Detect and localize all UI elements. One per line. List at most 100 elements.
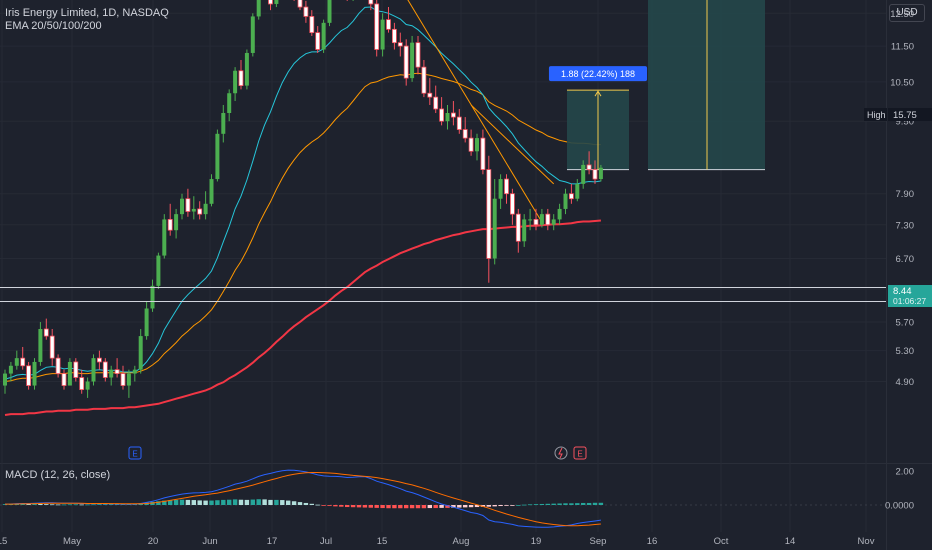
candle-body (197, 208, 203, 215)
macd-histogram-bar (303, 502, 309, 505)
macd-histogram-bar (38, 503, 43, 505)
candle-body (79, 377, 85, 391)
macd-histogram-bar (32, 503, 37, 505)
macd-histogram-bar (522, 504, 527, 506)
macd-indicator-label[interactable]: MACD (12, 26, close) (5, 469, 111, 481)
price-tick-label: 12.50 (890, 9, 914, 20)
earnings-icon[interactable] (128, 446, 142, 460)
position-arrow-head (594, 90, 602, 97)
time-tick-label: 19 (531, 536, 542, 547)
trendline[interactable] (470, 104, 555, 185)
macd-histogram-bar (103, 504, 108, 505)
candle-body (43, 328, 49, 337)
horizontal-lines[interactable] (0, 287, 886, 302)
macd-histogram-bar (356, 505, 362, 508)
macd-histogram-bar (586, 502, 592, 505)
macd-tick-label: 2.00 (896, 467, 915, 478)
macd-histogram-bar (215, 500, 220, 505)
macd-histogram-bar (286, 500, 291, 505)
macd-histogram-bar (333, 505, 338, 507)
macd-signal-line (5, 472, 601, 527)
price-tick-label: 7.30 (896, 220, 915, 231)
macd-histogram-bar (244, 499, 250, 505)
long-position-tools[interactable]: 1.88 (22.42%) 1886.59 (78.41%) 659 (548, 0, 765, 171)
candle-body (421, 66, 427, 94)
trendline[interactable] (365, 0, 543, 223)
macd-histogram-bar (191, 500, 196, 505)
macd-histogram-bar (315, 504, 320, 506)
macd-histogram-bar (97, 504, 102, 505)
candle-body (563, 193, 568, 209)
candle-body (49, 335, 55, 359)
macd-histogram-bar (368, 505, 373, 508)
last-price-box (888, 285, 932, 307)
macd-histogram-bar (309, 503, 314, 505)
price-tick-label: 5.30 (896, 346, 915, 357)
price-tick-label: 10.50 (890, 77, 914, 88)
candle-body (522, 219, 527, 242)
candle-body (102, 361, 108, 378)
candle-body (321, 22, 326, 50)
candle-body (180, 198, 184, 215)
candle-body (268, 0, 273, 5)
candle-body (533, 219, 539, 226)
macd-histogram-bar (380, 505, 385, 509)
macd-histogram-bar (392, 505, 397, 509)
macd-histogram-bar (327, 505, 332, 506)
candle-body (209, 179, 214, 204)
price-tick-label: 5.70 (896, 318, 915, 329)
macd-histogram-bar (203, 500, 208, 505)
candle-body (233, 70, 238, 94)
macd-histogram-bar (463, 505, 468, 508)
macd-histogram-bar (486, 505, 491, 507)
candle-body (185, 198, 191, 212)
ema-indicator-label[interactable]: EMA 20/50/100/200 (5, 20, 102, 32)
macd-histogram-bar (55, 504, 61, 506)
currency-button[interactable]: USD (889, 4, 925, 22)
candle-body (238, 70, 244, 87)
earnings-icon[interactable] (573, 446, 587, 460)
candle-body (427, 92, 433, 98)
candle-body (73, 361, 79, 378)
candle-body (581, 164, 586, 184)
macd-histogram-bar (510, 505, 515, 506)
macd-histogram-bar (533, 504, 539, 505)
candle-body (167, 219, 173, 231)
price-tick-label: 4.90 (896, 377, 915, 388)
price-tick-label: 11.50 (891, 42, 914, 53)
candle-body (486, 169, 492, 259)
candle-body (150, 285, 155, 309)
macd-histogram-bar (433, 505, 438, 509)
time-tick-label: 16 (647, 536, 658, 547)
position-label-box[interactable] (548, 66, 648, 82)
dividend-icon[interactable] (554, 446, 568, 460)
macd-histogram-bar (61, 504, 67, 506)
candle-body (456, 116, 462, 130)
candle-body (415, 42, 421, 68)
time-tick-label: 15 (377, 536, 388, 547)
macd-histogram-bar (291, 501, 297, 505)
candle-body (191, 208, 196, 212)
candle-body (498, 179, 503, 199)
candle-body (515, 213, 521, 242)
macd-histogram-bar (527, 504, 533, 506)
candle-body (55, 357, 61, 374)
macd-histogram-bar (227, 499, 232, 505)
trendlines[interactable] (365, 0, 555, 223)
macd-histogram-bar (232, 499, 238, 505)
candle-body (85, 381, 90, 390)
candle-body (97, 357, 102, 363)
candle-body (380, 19, 385, 50)
macd-histogram-bar (569, 503, 574, 505)
candle-body (14, 358, 19, 366)
candle-body (126, 373, 131, 386)
macd-histogram-bar (91, 504, 96, 506)
macd-histogram-bar (162, 500, 167, 505)
candle-body (391, 28, 397, 44)
candle-body (138, 336, 143, 370)
macd-tick-label: 0.0000 (885, 501, 914, 512)
